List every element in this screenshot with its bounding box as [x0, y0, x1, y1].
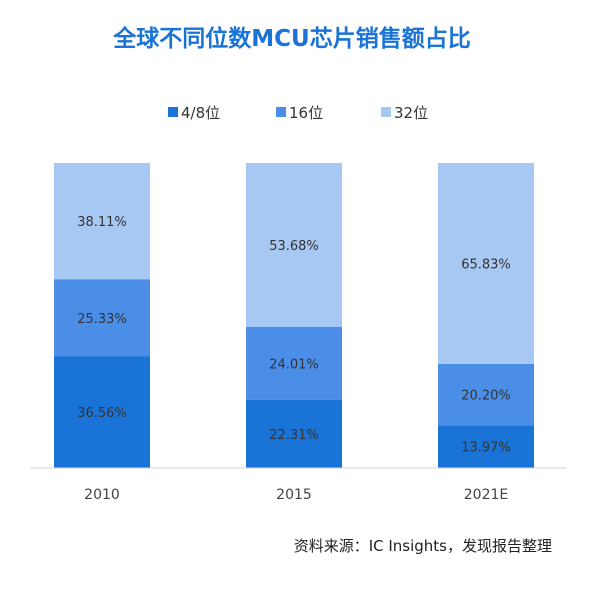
chart-title: 全球不同位数MCU芯片销售额占比: [112, 25, 470, 52]
x-tick-label: 2010: [84, 487, 120, 503]
data-label: 22.31%: [269, 428, 319, 443]
data-label: 24.01%: [269, 357, 319, 372]
legend-label: 4/8位: [181, 104, 220, 122]
data-label: 25.33%: [77, 312, 127, 327]
data-label: 65.83%: [461, 257, 511, 272]
data-label: 38.11%: [77, 215, 127, 230]
bars: 36.56% 25.33% 38.11% 22.31% 24.01% 53.68% 13.9…: [54, 163, 534, 468]
legend-label: 16位: [289, 104, 323, 122]
bar-segment: [54, 279, 150, 357]
bar-segment: [246, 399, 342, 468]
data-label: 20.20%: [461, 389, 511, 404]
data-label: 13.97%: [461, 441, 511, 456]
source-note: 资料来源：IC Insights，发现报告整理: [294, 537, 552, 555]
bar-segment: [54, 356, 150, 468]
x-tick-label: 2021E: [464, 487, 508, 503]
legend: 4/8位 16位 32位: [168, 104, 428, 122]
data-label: 53.68%: [269, 239, 319, 254]
legend-swatch: [276, 107, 286, 117]
bar-segment: [438, 363, 534, 426]
bar-segment: [246, 326, 342, 400]
legend-label: 32位: [394, 104, 428, 122]
data-label: 36.56%: [77, 406, 127, 421]
x-tick-label: 2015: [276, 487, 312, 503]
bar-segment: [246, 163, 342, 327]
legend-swatch: [168, 107, 178, 117]
bar-segment: [438, 425, 534, 468]
legend-swatch: [381, 107, 391, 117]
bar-segment: [438, 163, 534, 364]
x-axis-labels: 2010 2015 2021E: [84, 487, 508, 503]
bar-segment: [54, 163, 150, 280]
